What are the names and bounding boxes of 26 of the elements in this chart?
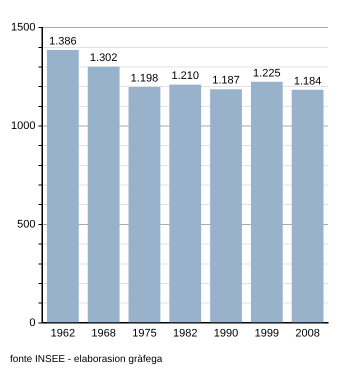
bar (169, 84, 202, 322)
x-tick-label: 1975 (132, 327, 157, 340)
data-label: 1.302 (90, 52, 118, 64)
bar (128, 87, 160, 322)
y-tick-label: 500 (17, 218, 36, 230)
x-tick-label: 1990 (214, 327, 238, 340)
data-label: 1.187 (212, 74, 240, 87)
data-label: 1.198 (130, 72, 158, 85)
y-tick-label: 1500 (10, 22, 36, 34)
bar (210, 89, 242, 322)
x-tick-label: 2008 (295, 327, 320, 340)
x-tick-label: 1999 (254, 327, 280, 340)
y-tick-label: 1000 (10, 120, 36, 132)
data-label: 1.225 (253, 67, 281, 80)
source-note: fonte INSEE - elaborasion gràfega (10, 354, 164, 365)
data-label: 1.210 (171, 70, 199, 82)
bar (250, 82, 283, 322)
bar (88, 66, 120, 322)
bar (292, 90, 324, 322)
x-tick-label: 1962 (50, 327, 76, 340)
data-label: 1.386 (49, 36, 77, 48)
x-tick-label: 1968 (91, 327, 116, 340)
y-tick-label: 0 (29, 316, 36, 329)
x-tick-label: 1982 (172, 327, 198, 340)
data-label: 1.184 (294, 75, 322, 88)
bar (46, 50, 79, 322)
